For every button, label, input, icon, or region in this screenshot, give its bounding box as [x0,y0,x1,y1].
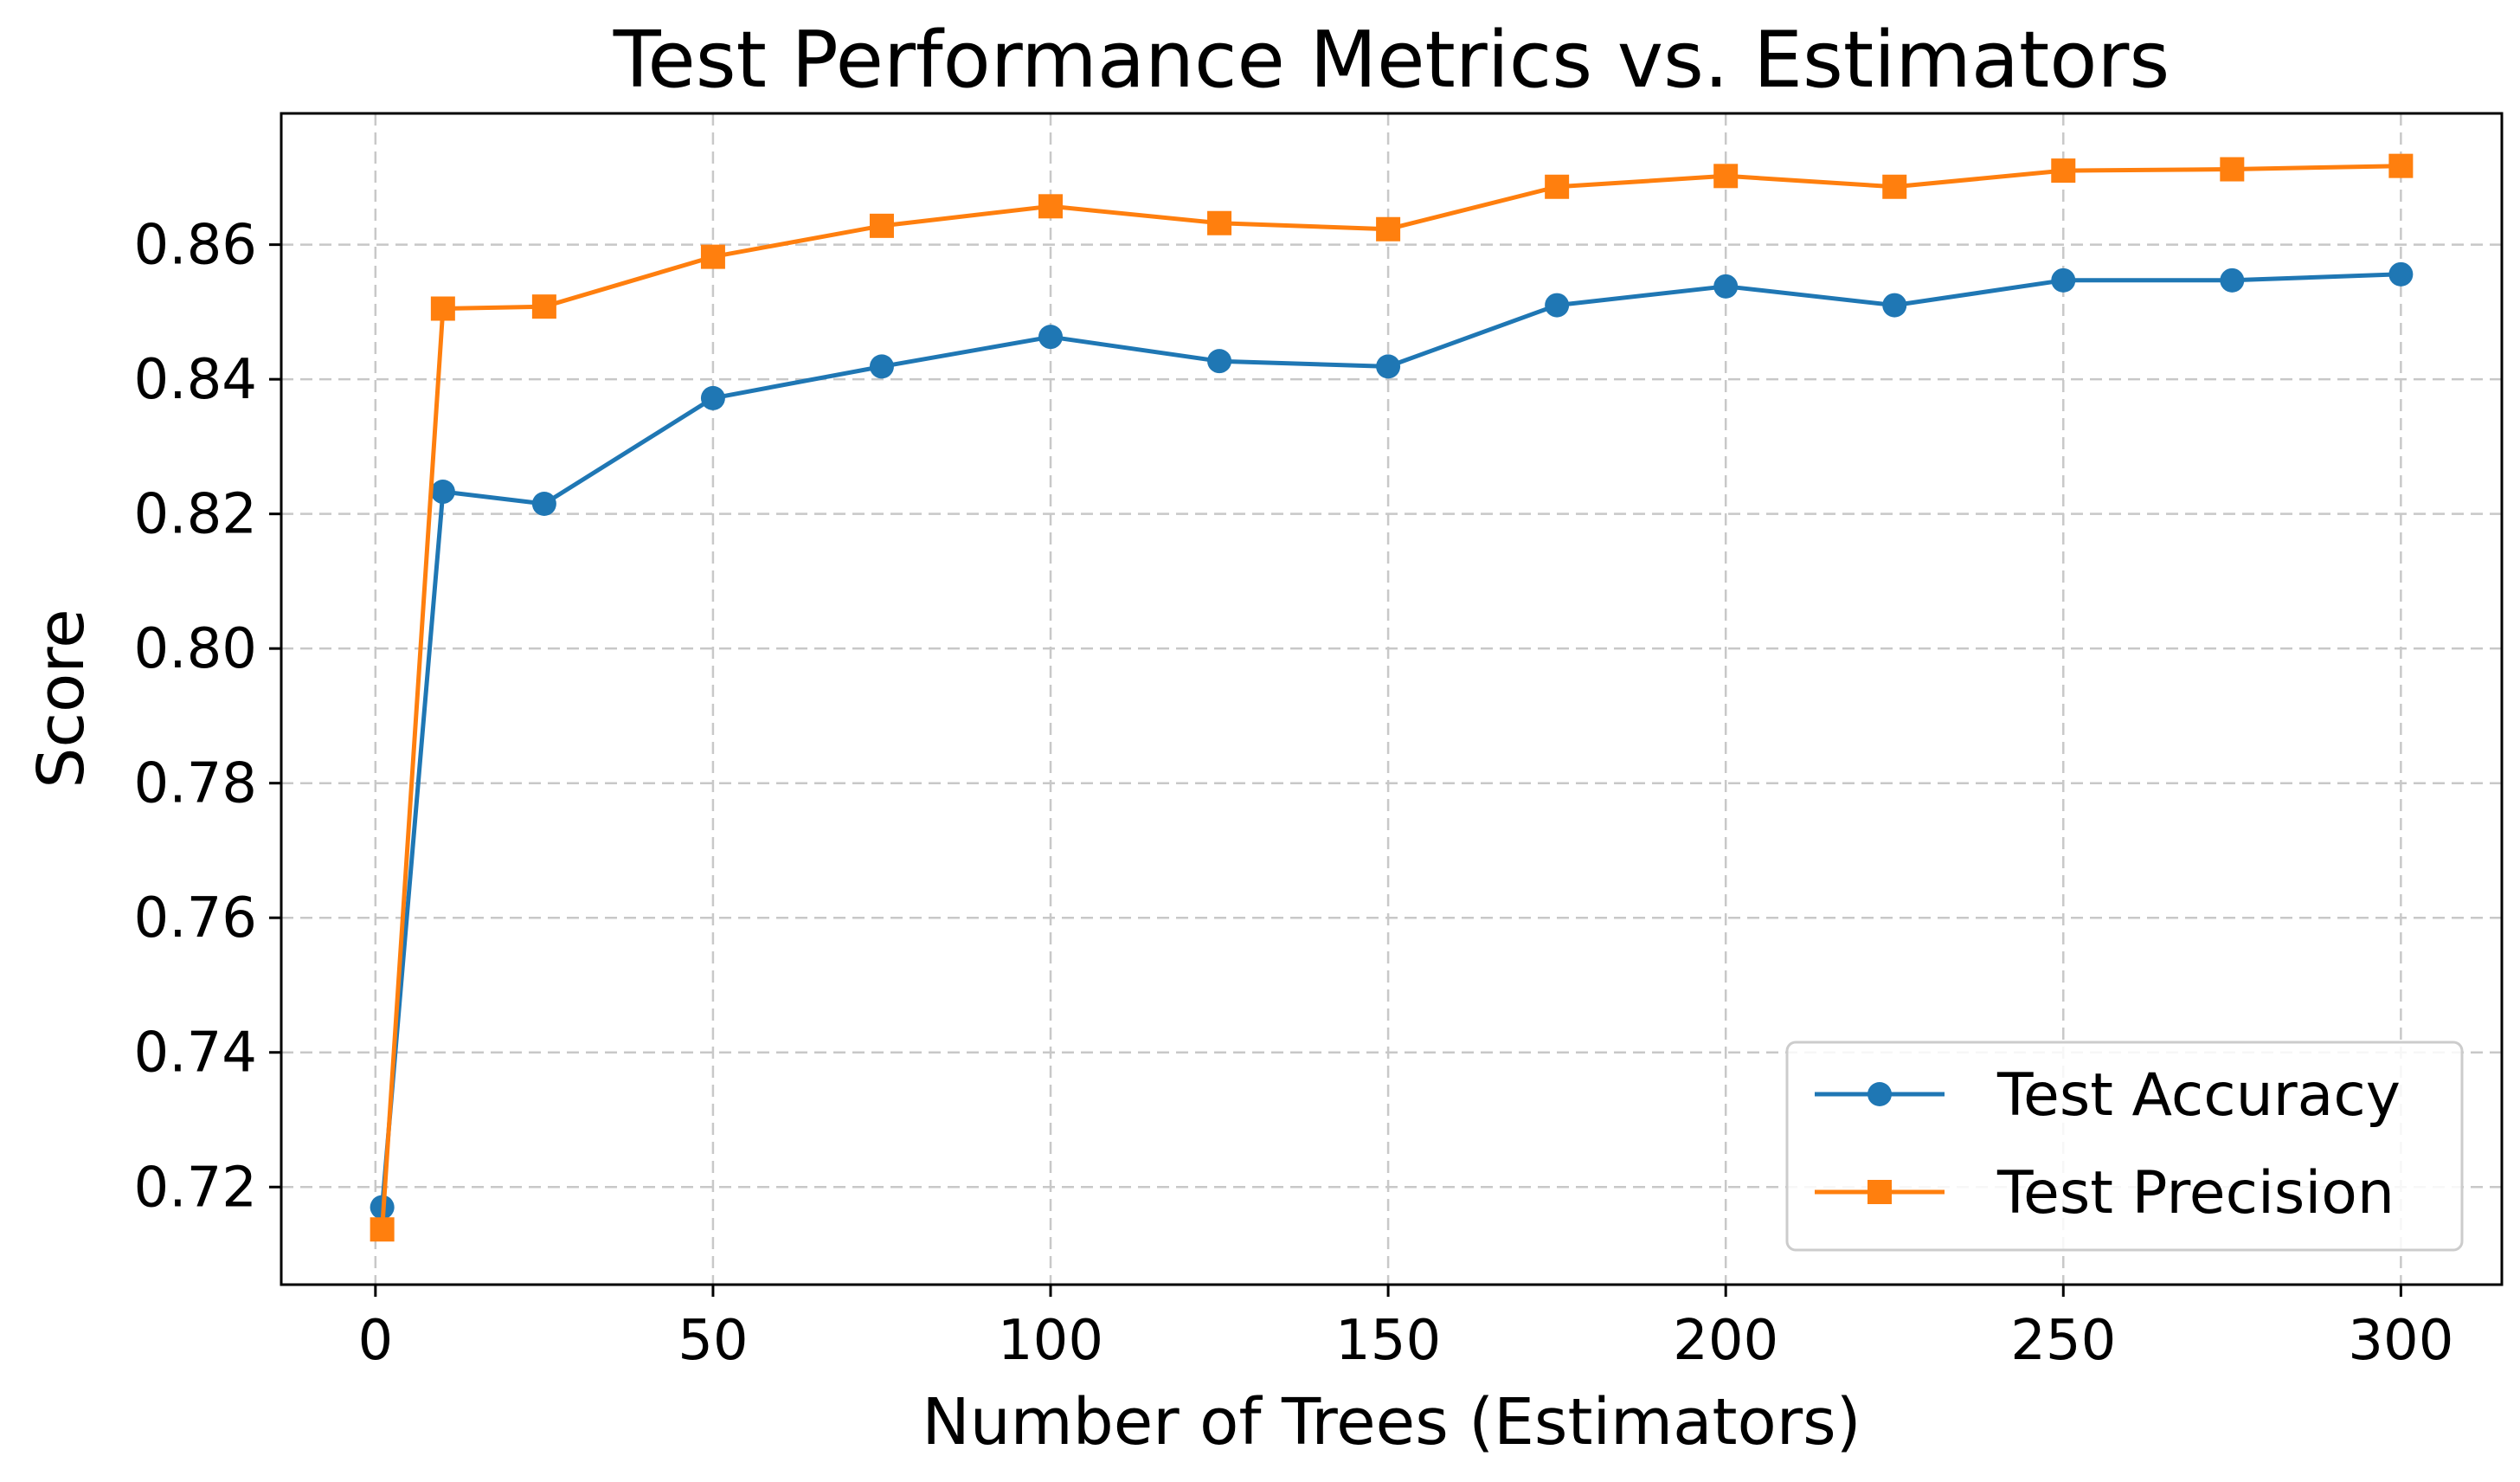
data-point-test-accuracy [869,354,894,379]
data-point-test-precision [869,213,894,238]
legend-label-accuracy: Test Accuracy [1996,1061,2401,1130]
x-tick-label: 300 [2348,1309,2453,1373]
x-tick-label: 50 [678,1309,748,1373]
data-point-test-accuracy [1376,354,1401,379]
series-test-precision [370,153,2414,1242]
data-point-test-accuracy [1038,325,1064,350]
data-point-test-precision [1713,164,1739,189]
plot-area-frame [280,112,2504,1286]
y-tick-label: 0.82 [134,483,258,547]
data-point-test-accuracy [2220,267,2245,293]
data-point-test-precision [2220,157,2245,182]
x-tick-label: 150 [1335,1309,1441,1373]
legend-marker-precision [1868,1180,1892,1204]
y-tick-label: 0.76 [134,886,258,950]
data-point-test-accuracy [2388,261,2414,287]
data-point-test-precision [370,1217,395,1242]
y-tick-label: 0.84 [134,348,258,412]
x-tick-label: 200 [1673,1309,1778,1373]
legend-marker-accuracy [1868,1082,1892,1106]
series-layer [370,153,2414,1242]
data-point-test-accuracy [531,492,556,516]
x-tick-label: 100 [998,1309,1103,1373]
x-tick-label: 250 [2010,1309,2116,1373]
y-tick-label: 0.78 [134,752,258,816]
x-axis-label: Number of Trees (Estimators) [922,1385,1861,1459]
data-point-test-accuracy [1882,293,1907,318]
legend-box [1785,1041,2464,1252]
y-axis-ticks: 0.72 0.74 0.76 0.78 0.80 0.82 0.84 0.86 [134,214,281,1220]
data-point-test-precision [531,294,556,319]
y-axis-label: Score [24,609,99,788]
data-point-test-precision [1038,194,1064,219]
data-point-test-accuracy [700,385,725,410]
series-line-test-accuracy [380,272,2401,1208]
legend-label-precision: Test Precision [1996,1159,2395,1227]
data-point-test-precision [700,244,725,269]
data-point-test-precision [430,296,455,321]
series-line-test-precision [380,164,2401,1230]
data-point-test-precision [1882,174,1907,199]
chart-title: Test Performance Metrics vs. Estimators [613,15,2170,106]
data-point-test-accuracy [2051,267,2076,293]
data-point-test-accuracy [430,480,455,505]
legend: Test Accuracy Test Precision [1785,1041,2464,1252]
data-point-test-accuracy [1545,293,1570,318]
y-tick-label: 0.86 [134,214,258,278]
data-point-test-accuracy [1207,349,1232,374]
data-point-test-precision [2051,158,2076,184]
y-tick-label: 0.74 [134,1021,258,1086]
y-tick-label: 0.72 [134,1156,258,1220]
y-tick-label: 0.80 [134,617,258,681]
data-point-test-precision [1545,174,1570,199]
data-point-test-accuracy [1713,274,1739,299]
data-point-test-precision [1207,210,1232,235]
data-point-test-precision [2388,153,2414,178]
data-point-test-precision [1376,216,1401,242]
x-axis-ticks: 0 50 100 150 200 250 300 [357,1285,2453,1373]
x-tick-label: 0 [357,1309,393,1373]
